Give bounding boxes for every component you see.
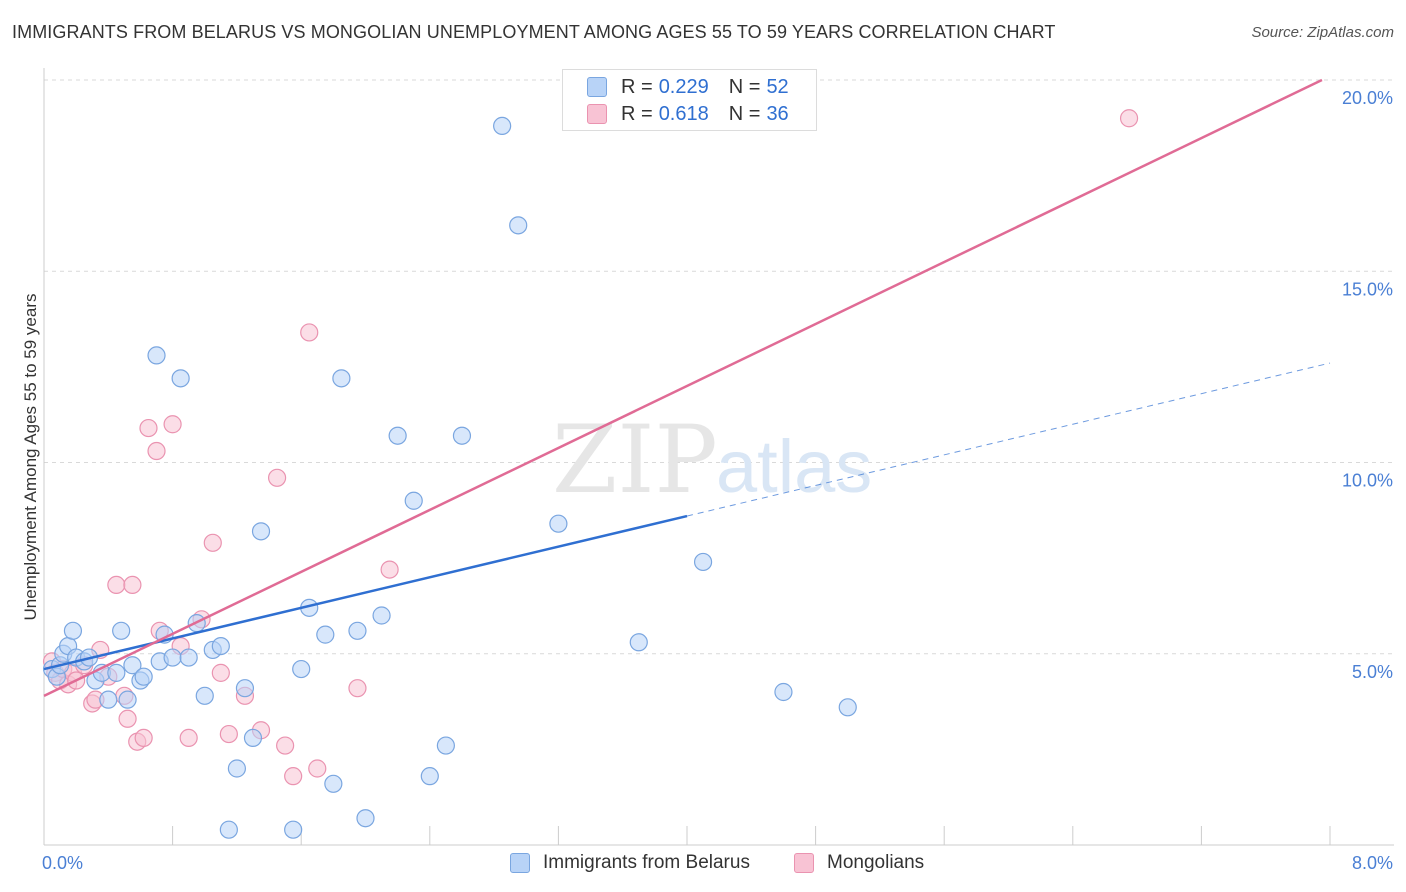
tick-labels: 5.0% 10.0% 15.0% 20.0% 0.0% 8.0% <box>42 88 1393 873</box>
belarus-point <box>452 426 472 445</box>
mongolians-point <box>1119 109 1139 128</box>
y-tick-label: 15.0% <box>1342 279 1393 299</box>
x-tick-label: 8.0% <box>1352 853 1393 873</box>
legend-n-value: 36 <box>766 102 789 125</box>
watermark-atlas: atlas <box>716 425 872 508</box>
mongolians-point <box>134 728 153 748</box>
belarus-point <box>235 679 255 698</box>
belarus-point <box>629 633 648 652</box>
correlation-legend: R = 0.229 N = 52 R = 0.618 N = 36 <box>562 69 817 131</box>
mongolians-point <box>107 575 126 595</box>
y-tick-label: 5.0% <box>1352 662 1393 682</box>
mongolians-point <box>308 759 327 778</box>
belarus-point <box>227 759 246 778</box>
legend-swatch-mongolians <box>587 104 607 124</box>
belarus-point <box>292 659 311 679</box>
mongolians-point <box>267 468 287 487</box>
belarus-point <box>112 621 131 640</box>
belarus-point <box>372 606 391 625</box>
belarus-point <box>356 809 375 828</box>
page-title: IMMIGRANTS FROM BELARUS VS MONGOLIAN UNE… <box>12 22 1056 42</box>
mongolians-point <box>203 533 222 552</box>
belarus-point <box>107 663 126 682</box>
mongolians-point <box>300 323 319 342</box>
belarus-point <box>388 426 407 445</box>
belarus-point <box>123 656 142 675</box>
mongolians-point <box>139 418 158 438</box>
belarus-point <box>195 686 214 705</box>
belarus-point <box>63 621 83 640</box>
mongolians-trend-line <box>43 78 1323 697</box>
mongolians-point <box>123 575 142 595</box>
belarus-trend-line <box>43 514 688 671</box>
belarus-points <box>42 116 857 839</box>
legend-n-label: N = <box>728 75 761 98</box>
mongolians-point <box>284 767 303 786</box>
belarus-point <box>509 216 528 235</box>
mongolians-point <box>147 441 166 461</box>
belarus-point <box>134 667 153 686</box>
belarus-point <box>118 690 137 709</box>
legend-row-belarus: R = 0.229 N = 52 <box>587 74 789 100</box>
watermark: ZIP atlas <box>552 406 872 515</box>
belarus-point <box>404 491 423 510</box>
legend-r-value: 0.229 <box>658 75 709 98</box>
bottom-legend-belarus: Immigrants from Belarus <box>510 852 750 874</box>
belarus-point <box>436 736 455 755</box>
belarus-point <box>243 728 263 748</box>
mongolians-point <box>348 679 367 698</box>
watermark-zip: ZIP <box>552 406 718 515</box>
belarus-point <box>316 625 335 644</box>
belarus-point <box>348 621 367 640</box>
belarus-point <box>99 690 118 709</box>
mongolians-point <box>276 736 295 755</box>
belarus-point <box>838 698 857 717</box>
trend-lines <box>43 78 1331 697</box>
x-tick-label: 0.0% <box>42 853 83 873</box>
mongolians-point <box>179 728 198 748</box>
bottom-legend-mongolians: Mongolians <box>794 852 924 874</box>
belarus-point <box>147 346 166 365</box>
bottom-legend-swatch-mongolians <box>794 853 814 873</box>
belarus-point <box>171 369 190 388</box>
belarus-point <box>251 522 271 541</box>
legend-row-mongolians: R = 0.618 N = 36 <box>587 101 789 127</box>
axes <box>43 68 1394 846</box>
belarus-point <box>332 369 351 388</box>
mongolians-point <box>211 663 230 682</box>
legend-n-value: 52 <box>766 75 789 98</box>
y-tick-label: 20.0% <box>1342 88 1393 108</box>
legend-r-label: R = <box>621 102 653 125</box>
legend-swatch-belarus <box>587 77 607 97</box>
mongolians-point <box>380 560 399 579</box>
bottom-legend-label-belarus: Immigrants from Belarus <box>543 852 750 873</box>
belarus-point <box>284 820 303 839</box>
legend-r-value: 0.618 <box>658 102 709 125</box>
y-tick-label: 10.0% <box>1342 471 1393 491</box>
mongolians-point <box>163 415 182 434</box>
mongolians-point <box>118 709 137 728</box>
gridlines <box>44 79 1394 655</box>
mongolians-point <box>219 724 238 744</box>
belarus-point <box>549 514 568 533</box>
legend-n-label: N = <box>728 102 761 125</box>
belarus-point <box>493 116 512 136</box>
bottom-legend-label-mongolians: Mongolians <box>827 852 925 873</box>
belarus-point <box>693 552 713 572</box>
belarus-point <box>163 648 182 667</box>
belarus-point <box>211 636 230 656</box>
belarus-trend-extension <box>686 362 1331 517</box>
bottom-legend: Immigrants from Belarus Mongolians <box>0 852 1406 876</box>
belarus-point <box>324 774 343 793</box>
y-axis-label: Unemployment Among Ages 55 to 59 years <box>21 294 40 621</box>
belarus-point <box>219 820 238 839</box>
legend-r-label: R = <box>621 75 653 98</box>
belarus-point <box>179 648 198 667</box>
source-label: Source: ZipAtlas.com <box>1251 24 1394 41</box>
belarus-point <box>774 682 793 702</box>
belarus-point <box>420 767 439 786</box>
bottom-legend-swatch-belarus <box>510 853 530 873</box>
